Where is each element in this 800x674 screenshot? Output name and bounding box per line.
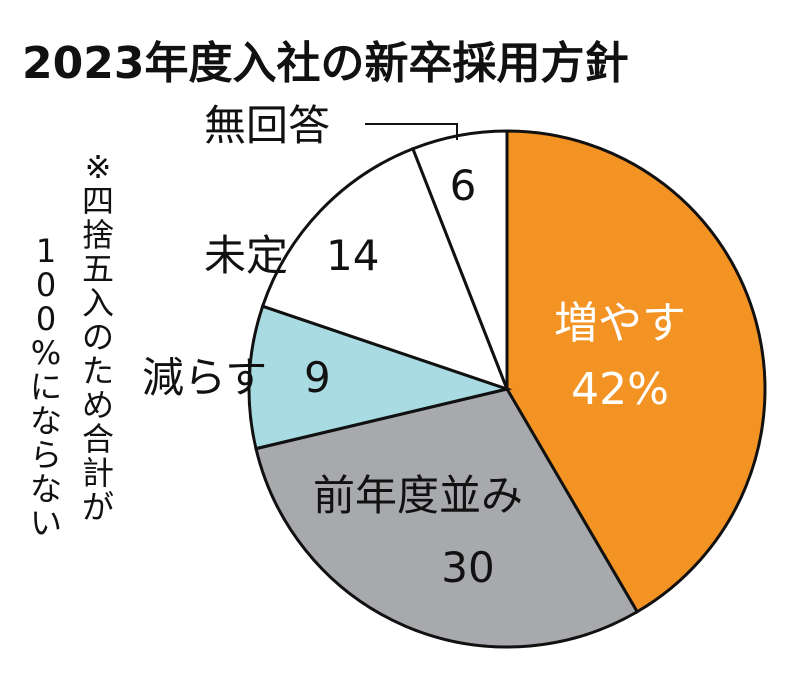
footnote-char: の	[82, 318, 114, 356]
footnote-char: め	[82, 386, 114, 424]
footnote-char: 1	[36, 232, 56, 270]
footnote-char: 0	[36, 300, 56, 338]
slice-label-same: 前年度並み	[313, 471, 523, 520]
footnote-char: に	[30, 368, 62, 406]
pie-slice-no-answer	[410, 129, 509, 390]
footnote-char: が	[82, 488, 114, 526]
slice-label-increase: 増やす	[554, 298, 686, 349]
pie-slice-same	[254, 387, 640, 649]
footnote-char: な	[30, 470, 62, 508]
pie-slices	[247, 129, 767, 649]
footnote-char: 計	[82, 454, 114, 492]
footnote-char: 五	[82, 250, 114, 288]
footnote-char: %	[31, 334, 61, 372]
footnote-char: 入	[82, 284, 114, 322]
pie-slice-increase	[505, 129, 767, 614]
footnote-char: ら	[30, 436, 62, 474]
slice-label-decrease: 減らす	[142, 353, 267, 402]
slice-value-increase: 42%	[571, 364, 669, 415]
slice-value-undecided: 14	[326, 231, 379, 280]
footnote-char: た	[82, 352, 114, 390]
leader-line	[365, 123, 458, 140]
footnote-char: い	[30, 504, 62, 542]
slice-label-undecided: 未定	[204, 231, 288, 280]
footnote-char: 捨	[82, 216, 114, 254]
slice-label-no-answer: 無回答	[204, 101, 330, 150]
footnote-char: 合	[82, 420, 114, 458]
pie-slice-undecided	[260, 146, 510, 392]
slice-value-decrease: 9	[304, 353, 331, 402]
footnote-char: 0	[36, 266, 56, 304]
slice-value-same: 30	[441, 543, 494, 592]
chart-title: 2023年度入社の新卒採用方針	[22, 38, 628, 89]
pie-slice-decrease	[247, 304, 513, 451]
footnote-char: ※	[85, 148, 112, 186]
slice-value-no-answer: 6	[450, 161, 477, 210]
footnote-char: 四	[82, 182, 114, 220]
footnote-char: な	[30, 402, 62, 440]
